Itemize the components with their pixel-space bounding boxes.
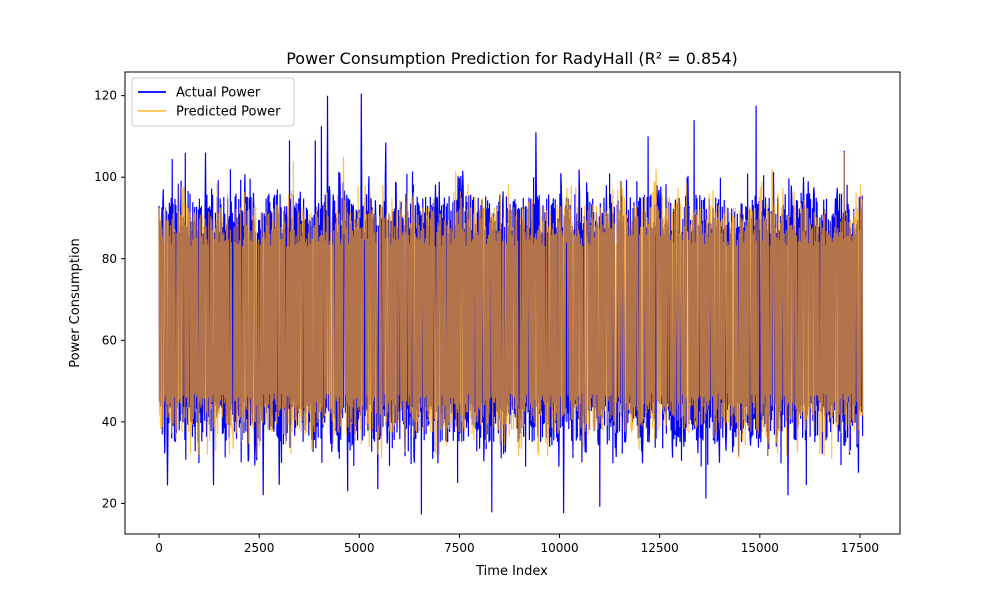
x-tick-label: 10000 [540,541,578,555]
y-axis: 20 40 60 80 100 120 [94,89,125,510]
y-tick-label: 80 [102,252,117,266]
x-tick-label: 5000 [344,541,375,555]
x-tick-label: 12500 [641,541,679,555]
x-tick-label: 2500 [244,541,275,555]
legend-label-predicted: Predicted Power [176,105,281,120]
x-tick-label: 7500 [444,541,475,555]
y-tick-label: 100 [94,170,117,184]
x-axis: 0 2500 5000 7500 10000 12500 15000 17500 [155,534,879,555]
plot-frame [124,71,901,535]
y-axis-label: Power Consumption [68,238,83,368]
legend-box [131,77,295,127]
x-tick-label: 17500 [841,541,879,555]
y-tick-label: 40 [102,415,117,429]
chart-title: Power Consumption Prediction for RadyHal… [286,49,738,68]
y-tick-label: 60 [102,333,117,347]
legend: Actual Power Predicted Power [131,77,295,127]
plot-area [124,71,901,535]
y-tick-label: 20 [102,496,117,510]
legend-label-actual: Actual Power [176,86,261,101]
x-tick-label: 0 [155,541,163,555]
y-tick-label: 120 [94,89,117,103]
x-axis-label: Time Index [475,564,548,579]
x-tick-label: 15000 [741,541,779,555]
series-predicted-power-line [158,151,864,459]
